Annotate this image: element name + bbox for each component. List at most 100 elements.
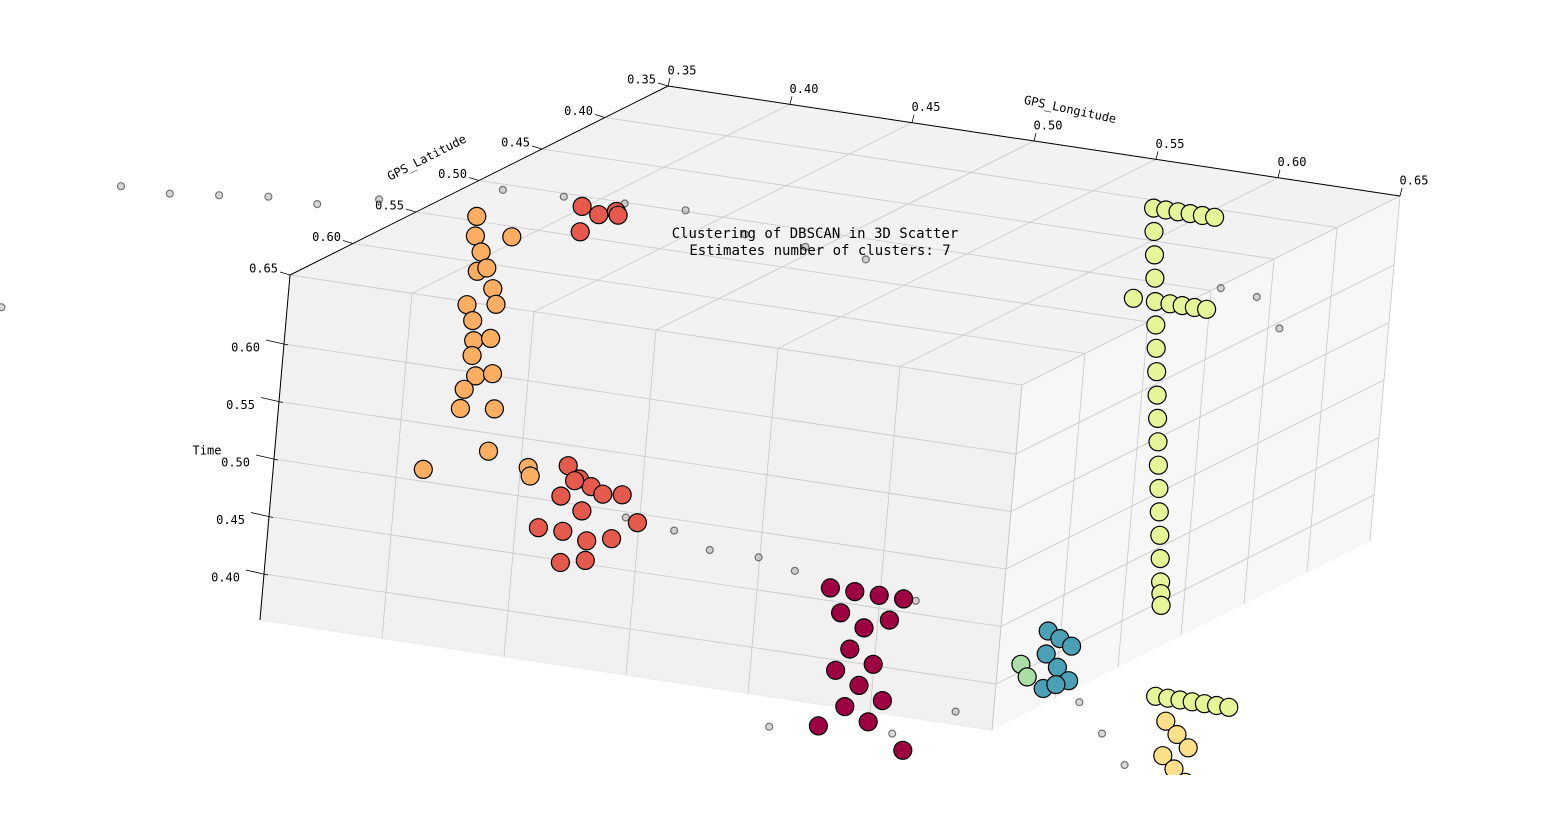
y-tick	[531, 145, 543, 150]
grid-line	[352, 243, 1086, 354]
point	[1164, 759, 1184, 775]
point	[1144, 221, 1164, 242]
grid-line	[991, 384, 1023, 731]
point	[564, 471, 585, 491]
x-tick-label: 0.40	[790, 82, 819, 96]
point	[1075, 698, 1084, 707]
z-tick-label: 0.55	[226, 398, 255, 412]
point	[165, 189, 174, 198]
point	[801, 242, 810, 251]
point	[572, 501, 592, 521]
point	[627, 513, 648, 533]
point	[520, 466, 540, 486]
grid-line	[1243, 258, 1275, 605]
point	[849, 675, 869, 696]
point	[808, 716, 829, 736]
point	[264, 192, 273, 201]
point	[593, 484, 613, 504]
point	[854, 618, 874, 638]
x-tick	[789, 96, 793, 105]
point	[893, 740, 913, 760]
point	[1150, 525, 1170, 545]
point	[528, 518, 549, 538]
grid-line	[1306, 227, 1338, 573]
point	[1151, 595, 1171, 616]
grid-line	[381, 293, 413, 639]
point	[1204, 207, 1225, 227]
point	[463, 311, 483, 331]
point	[454, 379, 474, 399]
grid-line	[747, 348, 779, 694]
point	[872, 690, 893, 711]
point	[1219, 697, 1239, 717]
point	[486, 294, 506, 314]
point	[1153, 746, 1173, 766]
point	[1017, 667, 1037, 687]
x-tick	[1033, 132, 1037, 142]
point	[413, 459, 433, 479]
grid-line	[1005, 379, 1385, 570]
x-tick	[1399, 187, 1403, 197]
x-tick	[1155, 151, 1159, 160]
point	[471, 242, 491, 262]
axes: 0.35 0.40 0.45 0.50 0.55 0.60 0.65 0.35 0.40 0.45…	[211, 64, 1428, 621]
grid-line	[1000, 437, 1380, 627]
y-tick	[468, 177, 480, 181]
x-tick-label: 0.60	[1278, 155, 1307, 169]
point	[820, 578, 841, 598]
point	[835, 696, 855, 717]
point	[1149, 478, 1169, 499]
point	[1148, 455, 1169, 475]
point	[911, 596, 920, 605]
point	[1178, 772, 1192, 775]
point	[1144, 245, 1165, 265]
point	[1196, 299, 1217, 319]
point	[484, 399, 504, 419]
grid-line	[289, 274, 1023, 386]
point	[621, 513, 630, 522]
grid-line	[869, 366, 901, 712]
point	[375, 195, 384, 204]
x-tick-label: 0.35	[668, 64, 697, 78]
point	[1146, 315, 1166, 335]
point	[116, 182, 126, 191]
x-tick-label: 0.50	[1034, 119, 1063, 133]
point	[481, 328, 501, 348]
point	[553, 521, 573, 541]
x-tick	[667, 77, 671, 87]
point	[1167, 724, 1187, 745]
point	[313, 200, 322, 209]
grid-line	[278, 401, 1012, 512]
point	[483, 279, 503, 299]
point	[550, 552, 571, 573]
axis-line	[259, 274, 291, 621]
point	[840, 639, 860, 659]
point	[498, 185, 507, 194]
grid-line	[478, 180, 1212, 291]
y-tick-label: 0.40	[564, 104, 593, 118]
point	[790, 566, 799, 576]
point	[888, 729, 897, 738]
point	[1036, 644, 1056, 664]
point	[1061, 636, 1082, 656]
y-tick	[594, 114, 606, 118]
grid-line	[1369, 195, 1401, 542]
point	[681, 206, 690, 215]
y-tick-label: 0.35	[627, 73, 656, 87]
points	[0, 182, 1284, 775]
grid-line	[1180, 290, 1212, 636]
point	[502, 227, 522, 247]
point	[669, 526, 679, 535]
point	[601, 529, 622, 549]
point	[589, 205, 609, 225]
grid-line	[415, 211, 1149, 323]
point	[893, 589, 914, 609]
y-tick-label: 0.45	[501, 136, 530, 150]
point	[215, 191, 224, 200]
x-tick	[911, 114, 915, 123]
point	[450, 398, 470, 419]
y-tick-label: 0.60	[312, 230, 341, 244]
point	[559, 192, 568, 201]
chart-subtitle: Estimates number of clusters: 7	[689, 243, 950, 259]
y-tick	[342, 240, 354, 244]
